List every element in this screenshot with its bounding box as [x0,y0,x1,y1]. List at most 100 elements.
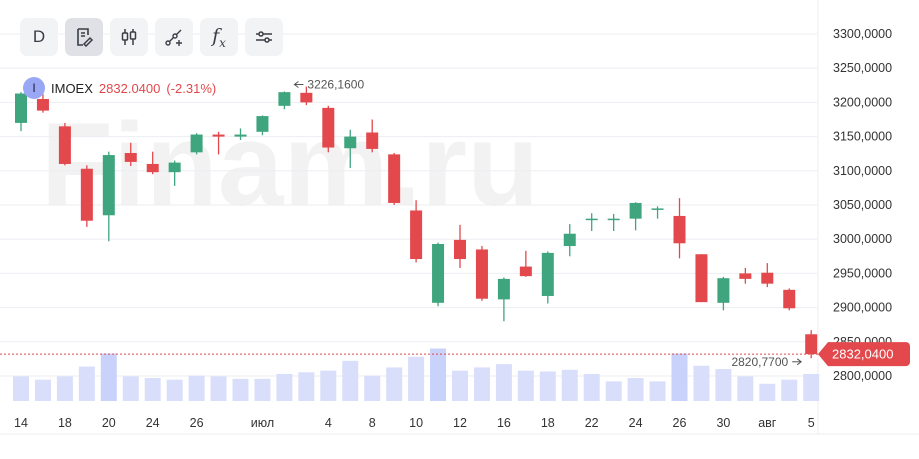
candle-body [80,168,93,221]
volume-bar [188,375,205,401]
candle-body [322,107,335,148]
candle-body [541,252,554,296]
volume-bar [364,375,381,401]
candle-body [475,249,488,299]
x-tick-label: 24 [146,416,160,430]
x-tick-label: 14 [14,416,28,430]
drawing-tools-button[interactable] [155,18,193,56]
candles [15,86,818,359]
volume-bar [539,371,556,401]
volume-bar [605,381,622,401]
x-tick-label: 30 [716,416,730,430]
volume-bar [56,376,73,401]
chart-type-button[interactable] [65,18,103,56]
volume-bar [671,353,688,401]
volume-bar [166,379,183,401]
function-icon: fx [212,24,226,50]
y-tick-label: 2800,0000 [833,369,892,383]
volume-bar [408,356,425,401]
volume-bar [100,353,117,401]
x-tick-label: 8 [369,416,376,430]
volume-bar [210,376,227,401]
candle-body [168,162,181,173]
x-tick-label: 12 [453,416,467,430]
volume-bar [781,379,798,401]
candle-body [300,92,313,103]
watermark: Finam.ru [41,99,539,231]
y-tick-label: 3100,0000 [833,164,892,178]
candle-body [36,98,49,111]
candle-body [124,153,137,162]
volume-bar [342,360,359,401]
volume-bar [627,378,644,401]
min-price-label: 2820,7700 [731,355,788,369]
volume-bar [649,381,666,401]
document-edit-icon [77,28,94,47]
volume-bar [803,373,820,401]
candle-body [256,116,269,132]
last-price-label: 2832,0400 [832,347,893,362]
candle-body [739,273,752,279]
volume-bar [517,370,534,401]
candle-body [432,243,445,303]
drawing-line-icon [165,29,182,46]
candle-body [673,215,686,244]
y-tick-label: 3150,0000 [833,130,892,144]
volume-bar [715,369,732,401]
chart-toolbar: D fx [20,18,283,56]
candle-body [366,132,379,149]
x-tick-label: 26 [190,416,204,430]
candle-body [761,272,774,284]
x-tick-label: 4 [325,416,332,430]
period-label: D [32,27,46,46]
x-tick-label: 22 [585,416,599,430]
volume-bar [561,369,578,401]
y-tick-label: 2950,0000 [833,266,892,280]
candlestick-icon [121,29,137,45]
volume-bar [144,378,161,401]
ticker-symbol: IMOEX [51,80,93,96]
volume-bar [320,370,337,401]
candle-body [454,239,466,260]
volume-bar [430,348,447,401]
x-tick-label: 24 [629,416,643,430]
candle-body [805,334,818,355]
candle-body [607,218,620,221]
volume-bar [386,367,403,401]
x-tick-label: 10 [409,416,423,430]
x-tick-label: 20 [102,416,116,430]
sliders-icon [256,31,272,43]
candle-body [651,208,664,210]
gridlines [0,0,919,435]
volume-bars [13,348,820,401]
volume-bar [232,378,249,401]
volume-bar [122,376,139,401]
x-tick-label: авг [758,416,777,430]
candle-body [410,210,423,260]
candles-button[interactable] [110,18,148,56]
y-tick-label: 3000,0000 [833,232,892,246]
candle-body [497,278,510,300]
ticker-avatar[interactable]: I [23,77,45,99]
period-button[interactable]: D [20,18,58,56]
candle-body [278,92,291,106]
ticker-price: 2832.0400 [98,80,161,96]
indicators-button[interactable]: fx [200,18,238,56]
candle-body [388,154,401,203]
x-tick-label: 26 [673,416,687,430]
y-tick-label: 3200,0000 [833,95,892,109]
x-tick-label: 5 [808,416,815,430]
ticker-change: (-2.31%) [166,80,217,96]
settings-button[interactable] [245,18,283,56]
x-tick-label: 16 [497,416,511,430]
volume-bar [693,365,710,401]
candle-body [58,126,71,164]
candle-body [234,134,247,137]
x-tick-label: июл [251,416,274,430]
y-tick-label: 3250,0000 [833,61,892,75]
y-tick-label: 3300,0000 [833,27,892,41]
candle-body [563,233,576,247]
volume-bar [78,366,95,401]
